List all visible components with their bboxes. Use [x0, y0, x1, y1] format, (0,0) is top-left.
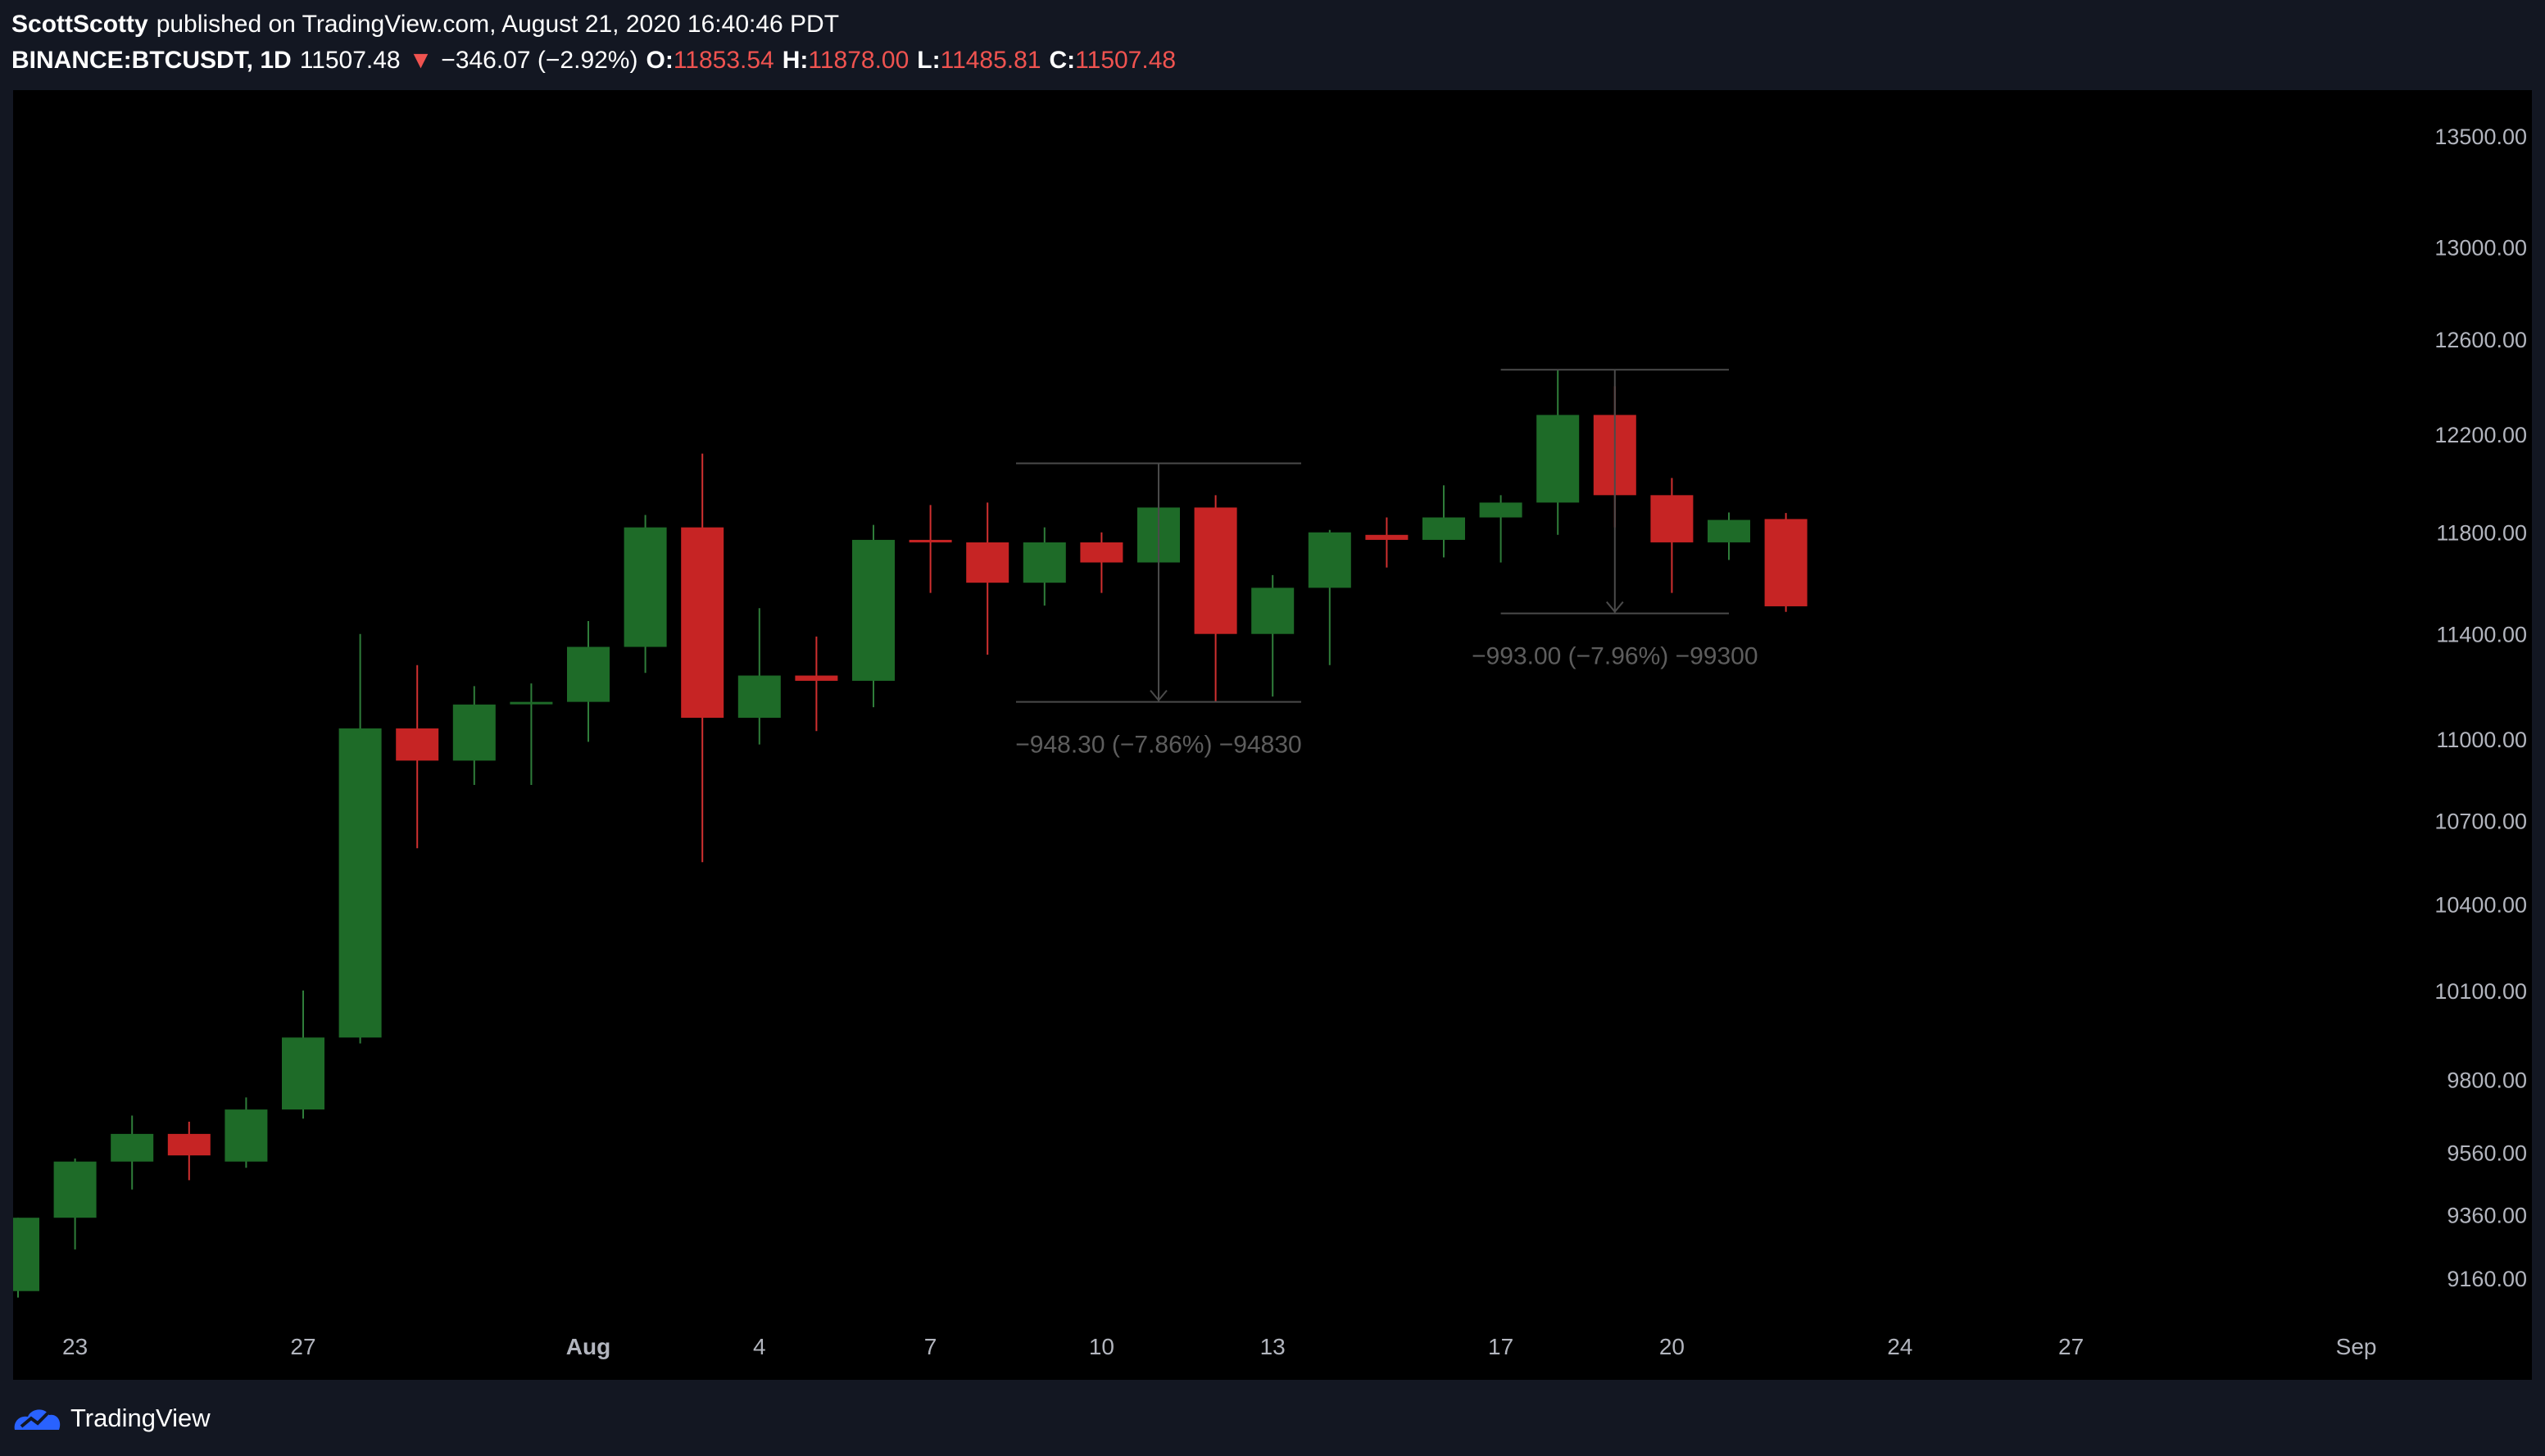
- published-text: published on TradingView.com, August 21,…: [156, 11, 840, 38]
- x-tick-label: 17: [1488, 1334, 1513, 1359]
- last-price: 11507.48: [299, 47, 401, 74]
- y-tick-label: 13000.00: [2434, 236, 2527, 261]
- author-name[interactable]: ScottScotty: [11, 11, 148, 38]
- brand-name[interactable]: TradingView: [70, 1404, 211, 1432]
- open-label: O:: [646, 47, 674, 74]
- x-tick-label: 27: [2058, 1334, 2084, 1359]
- axis-edge-mask: [2412, 1328, 2417, 1364]
- candle-body: [1764, 519, 1808, 606]
- high-label: H:: [782, 47, 809, 74]
- y-tick-label: 11400.00: [2436, 623, 2527, 647]
- x-tick-label: Aug: [566, 1334, 610, 1359]
- candle-body: [966, 542, 1009, 583]
- candle-body: [338, 728, 382, 1038]
- price-change: −346.07 (−2.92%): [441, 47, 638, 74]
- candle-body: [282, 1037, 324, 1110]
- close-value: 11507.48: [1075, 47, 1177, 74]
- y-tick-label: 9560.00: [2447, 1141, 2527, 1165]
- low-label: L:: [917, 47, 941, 74]
- candle-body: [624, 527, 667, 647]
- candle-body: [681, 527, 724, 719]
- change-arrow-icon: ▼: [408, 47, 433, 74]
- y-tick-label: 10100.00: [2434, 979, 2527, 1004]
- chart-panel[interactable]: 13500.00 13000.00 12600.00 12200.00 11800.00…: [13, 90, 2532, 1380]
- candle-body: [1251, 587, 1295, 634]
- x-tick-label: 13: [1260, 1334, 1286, 1359]
- candle-body: [909, 539, 952, 542]
- measure-label: −948.30 (−7.86%) −94830: [1015, 732, 1301, 759]
- close-label: C:: [1049, 47, 1076, 74]
- candle-body: [1708, 519, 1750, 542]
- measure-arrow-icon: [1150, 689, 1168, 702]
- x-tick-label: 7: [924, 1334, 937, 1359]
- x-tick-label: 27: [290, 1334, 315, 1359]
- x-tick-label: 20: [1659, 1334, 1685, 1359]
- measure-arrow-icon: [1606, 601, 1624, 614]
- open-value: 11853.54: [673, 47, 774, 74]
- x-tick-label: Sep: [2336, 1334, 2377, 1359]
- candle-body: [1194, 507, 1237, 634]
- low-value: 11485.81: [940, 47, 1041, 74]
- candle-body: [1422, 517, 1465, 540]
- footer: TradingView: [11, 1398, 211, 1439]
- y-tick-label: 10400.00: [2434, 893, 2527, 918]
- y-tick-label: 12200.00: [2434, 423, 2527, 447]
- y-tick-label: 11800.00: [2436, 521, 2527, 546]
- candle-body: [167, 1133, 211, 1156]
- candle-body: [1650, 495, 1694, 542]
- y-tick-label: 9160.00: [2447, 1267, 2527, 1291]
- candle-body: [1023, 542, 1066, 583]
- candle-body: [1365, 534, 1409, 540]
- candle-body: [852, 539, 895, 681]
- measure-label: −993.00 (−7.96%) −99300: [1472, 643, 1758, 670]
- candle-body: [795, 675, 838, 681]
- x-tick-label: 24: [1887, 1334, 1912, 1359]
- y-tick-label: 10700.00: [2434, 809, 2527, 833]
- candlestick-chart[interactable]: 13500.00 13000.00 12600.00 12200.00 11800.00…: [13, 90, 2532, 1380]
- x-tick-label: 23: [62, 1334, 88, 1359]
- symbol-label: BINANCE:BTCUSDT, 1D: [11, 47, 292, 74]
- candle-body: [1536, 415, 1580, 503]
- chart-header: ScottScotty published on TradingView.com…: [11, 7, 1176, 79]
- y-tick-label: 9360.00: [2447, 1203, 2527, 1227]
- candle-body: [1479, 502, 1522, 518]
- y-tick-label: 13500.00: [2434, 125, 2527, 149]
- x-tick-label: 4: [753, 1334, 766, 1359]
- symbol-line: BINANCE:BTCUSDT, 1D 11507.48 ▼ −346.07 (…: [11, 43, 1176, 79]
- y-tick-label: 9800.00: [2447, 1068, 2527, 1092]
- candle-body: [53, 1161, 97, 1218]
- publish-line: ScottScotty published on TradingView.com…: [11, 7, 1176, 43]
- y-tick-label: 12600.00: [2434, 328, 2527, 352]
- candle-body: [510, 701, 553, 705]
- tradingview-logo-icon[interactable]: [11, 1402, 62, 1435]
- candle-body: [452, 704, 496, 761]
- high-value: 11878.00: [808, 47, 910, 74]
- y-tick-label: 11000.00: [2436, 728, 2527, 752]
- candle-body: [13, 1218, 39, 1291]
- candle-body: [111, 1133, 154, 1162]
- candle-body: [396, 728, 439, 761]
- candle-body: [1308, 532, 1351, 588]
- x-tick-label: 10: [1089, 1334, 1114, 1359]
- candle-body: [1080, 542, 1123, 563]
- candle-body: [225, 1109, 268, 1162]
- candle-body: [567, 646, 610, 702]
- candle-body: [737, 675, 781, 719]
